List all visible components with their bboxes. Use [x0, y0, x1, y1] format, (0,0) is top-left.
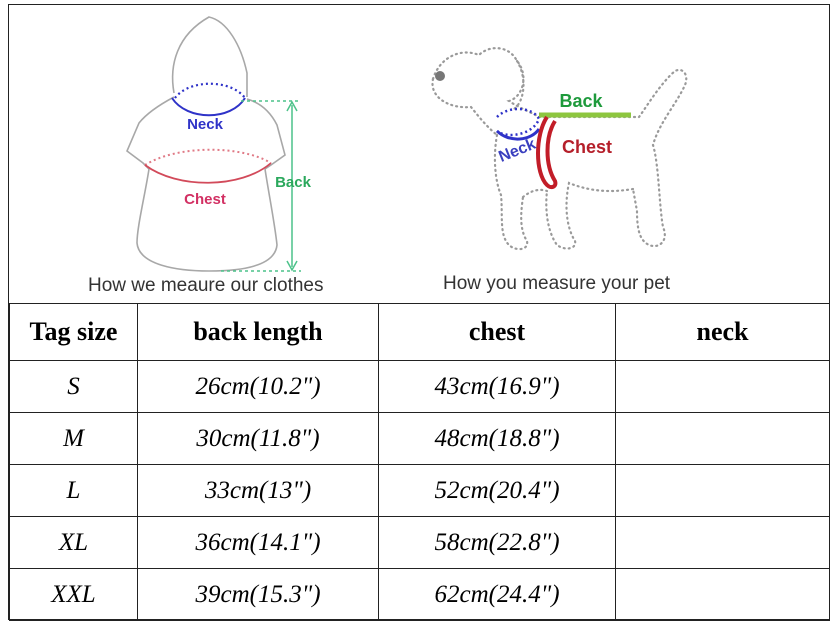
dog-back-label: Back: [559, 91, 603, 111]
cell-back-length: 39cm(15.3"): [137, 568, 379, 621]
cell-chest: 52cm(20.4"): [378, 464, 616, 517]
cell-chest: 62cm(24.4"): [378, 568, 616, 621]
neck-dotted-line: [174, 82, 246, 99]
neck-measure-line: [171, 97, 246, 117]
cell-tag-size: XXL: [9, 568, 138, 621]
header-back-length: back length: [137, 303, 379, 361]
clothes-back-label: Back: [275, 174, 312, 191]
clothes-neck-label: Neck: [187, 116, 224, 133]
size-table: Tag size back length chest neck S 26cm(1…: [9, 303, 830, 621]
cell-neck: [615, 412, 830, 465]
clothes-caption: How we meaure our clothes: [88, 275, 324, 296]
cell-neck: [615, 568, 830, 621]
dog-neck-line: [495, 128, 541, 141]
dog-chest-label: Chest: [562, 137, 612, 157]
chest-dotted-line: [144, 148, 272, 166]
cell-back-length: 33cm(13"): [137, 464, 379, 517]
header-neck: neck: [615, 303, 830, 361]
table-row: M 30cm(11.8") 48cm(18.8"): [9, 412, 830, 465]
table-row: XXL 39cm(15.3") 62cm(24.4"): [9, 568, 830, 621]
table-row: XL 36cm(14.1") 58cm(22.8"): [9, 516, 830, 569]
header-chest: chest: [378, 303, 616, 361]
cell-neck: [615, 360, 830, 413]
dog-outline-icon: [431, 47, 688, 251]
clothes-chest-label: Chest: [184, 191, 226, 208]
cell-tag-size: XL: [9, 516, 138, 569]
cell-tag-size: S: [9, 360, 138, 413]
chest-measure-line: [144, 162, 272, 184]
dog-nose-icon: [435, 71, 445, 81]
header-tag-size: Tag size: [9, 303, 138, 361]
table-row: S 26cm(10.2") 43cm(16.9"): [9, 360, 830, 413]
cell-tag-size: M: [9, 412, 138, 465]
cell-back-length: 36cm(14.1"): [137, 516, 379, 569]
measurement-diagram: Neck Chest Back Back Neck Chest: [126, 16, 688, 272]
measurement-illustrations: Neck Chest Back Back Neck Chest How we m…: [9, 5, 829, 303]
cell-chest: 58cm(22.8"): [378, 516, 616, 569]
cell-back-length: 26cm(10.2"): [137, 360, 379, 413]
dog-neck-dotted: [496, 107, 541, 137]
cell-neck: [615, 464, 830, 517]
dog-chest-line: [536, 115, 558, 190]
cell-back-length: 30cm(11.8"): [137, 412, 379, 465]
cell-neck: [615, 516, 830, 569]
table-row: L 33cm(13") 52cm(20.4"): [9, 464, 830, 517]
hoodie-outline-icon: [126, 16, 286, 272]
cell-chest: 48cm(18.8"): [378, 412, 616, 465]
back-measure-guide: [221, 100, 301, 272]
cell-chest: 43cm(16.9"): [378, 360, 616, 413]
table-header-row: Tag size back length chest neck: [9, 303, 830, 361]
cell-tag-size: L: [9, 464, 138, 517]
pet-caption: How you measure your pet: [443, 273, 671, 294]
